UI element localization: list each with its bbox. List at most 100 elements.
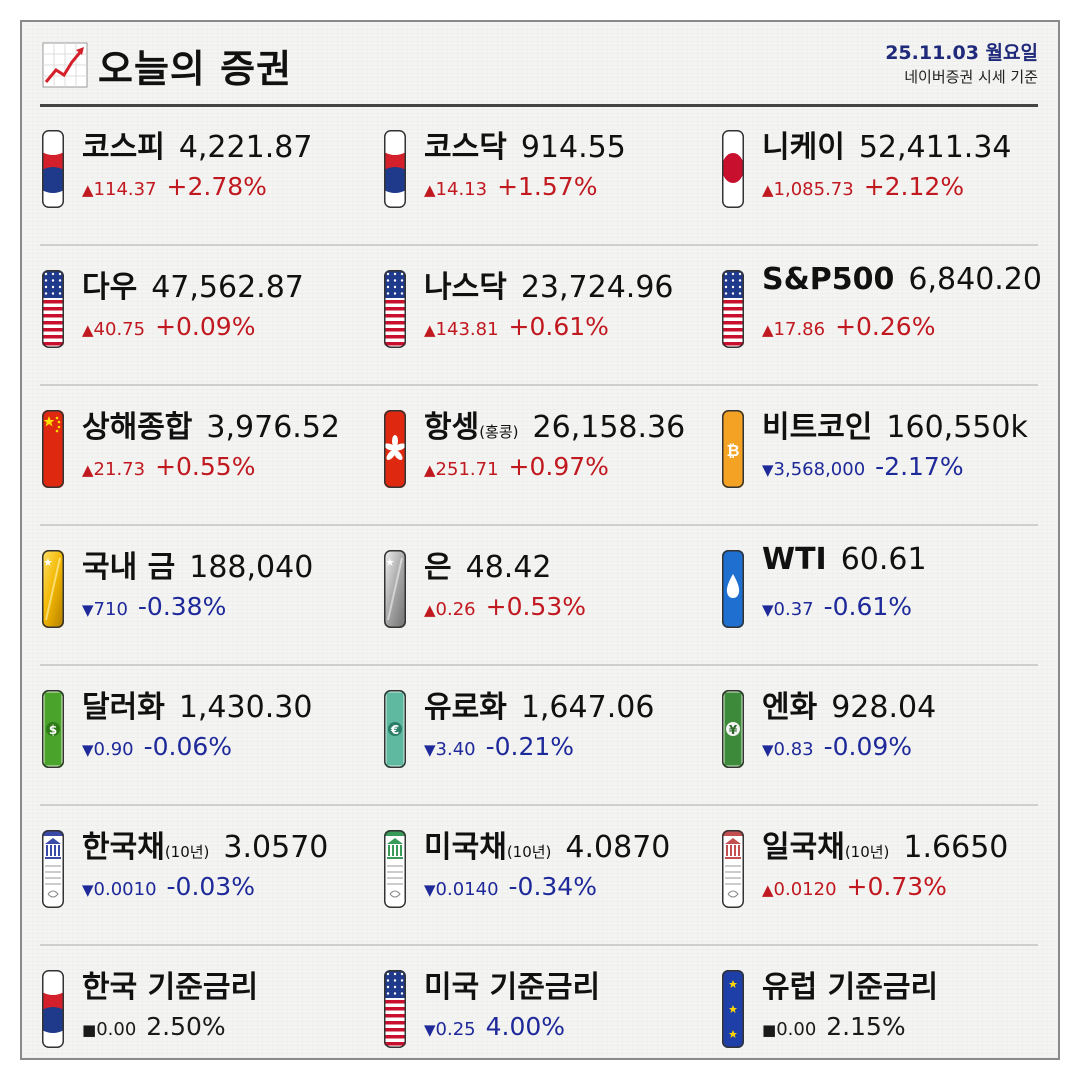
item-name-row: 코스피 4,221.87 [82, 122, 312, 166]
down-arrow-icon: ▼ [762, 741, 774, 759]
item-value: 160,550k [886, 410, 1028, 445]
source-label: 네이버증권 시세 기준 [904, 68, 1038, 86]
item-name-row: 엔화 928.04 [762, 682, 936, 726]
market-item: 니케이 52,411.34 ▲1,085.73 +2.12% [722, 114, 1062, 224]
item-name-row: 유럽 기준금리 [762, 962, 938, 1006]
item-value: 1,430.30 [178, 690, 313, 725]
market-item: 상해종합 3,976.52 ▲21.73 +0.55% [42, 394, 382, 504]
item-percent: +0.53% [485, 592, 586, 621]
market-item: $ 달러화 1,430.30 ▼0.90 -0.06% [42, 674, 382, 784]
item-value: 23,724.96 [520, 270, 674, 305]
item-name: 달러화 [82, 690, 165, 725]
down-arrow-icon: ▼ [82, 881, 94, 899]
item-change-row: ▲0.26 +0.53% [424, 592, 586, 621]
item-change: 0.0010 [93, 879, 157, 900]
item-percent: +0.73% [846, 872, 947, 901]
usa-flag-icon [42, 270, 64, 348]
svg-text:₿: ₿ [726, 441, 739, 460]
market-item: 한국 기준금리 ■0.00 2.50% [42, 954, 382, 1064]
item-change-row: ▼0.83 -0.09% [762, 732, 912, 761]
down-arrow-icon: ▼ [762, 601, 774, 619]
up-arrow-icon: ▲ [424, 461, 436, 479]
market-item: 은 48.42 ▲0.26 +0.53% [384, 534, 724, 644]
item-change-row: ▼3,568,000 -2.17% [762, 452, 964, 481]
up-arrow-icon: ▲ [82, 461, 94, 479]
item-change-row: ▼3.40 -0.21% [424, 732, 574, 761]
market-item: 나스닥 23,724.96 ▲143.81 +0.61% [384, 254, 724, 364]
row-divider [40, 244, 1038, 246]
bitcoin-icon: ₿ [722, 410, 744, 488]
item-name-row: 한국 기준금리 [82, 962, 258, 1006]
row-divider [40, 384, 1038, 386]
market-item: 미국 기준금리 ▼0.25 4.00% [384, 954, 724, 1064]
item-value: 188,040 [189, 550, 314, 585]
down-arrow-icon: ▼ [424, 1021, 436, 1039]
up-arrow-icon: ▲ [424, 601, 436, 619]
euro-bill-icon: € [384, 690, 406, 768]
item-name: 항셍 [424, 410, 480, 445]
item-name-row: WTI 60.61 [762, 542, 927, 577]
item-name-row: S&P500 6,840.20 [762, 262, 1042, 297]
item-change-row: ▼0.25 4.00% [424, 1012, 565, 1041]
item-change: 710 [93, 599, 128, 620]
item-name: 비트코인 [762, 410, 873, 445]
item-percent: 2.15% [826, 1012, 906, 1041]
down-arrow-icon: ▼ [82, 601, 94, 619]
header: 오늘의 증권 25.11.03 월요일 네이버증권 시세 기준 [22, 22, 1058, 102]
item-percent: -0.34% [508, 872, 597, 901]
usa-flag-icon [384, 270, 406, 348]
item-name-row: 달러화 1,430.30 [82, 682, 312, 726]
japan-flag-icon [722, 130, 744, 208]
item-change: 21.73 [93, 459, 146, 480]
market-item: ₿ 비트코인 160,550k ▼3,568,000 -2.17% [722, 394, 1062, 504]
item-name: 은 [424, 550, 452, 585]
square-icon: ■ [762, 1021, 777, 1039]
item-change-row: ▲17.86 +0.26% [762, 312, 935, 341]
item-change: 0.83 [773, 739, 814, 760]
item-value: 1.6650 [903, 830, 1009, 865]
item-change-row: ▼0.0140 -0.34% [424, 872, 597, 901]
market-item: 국내 금 188,040 ▼710 -0.38% [42, 534, 382, 644]
item-change-row: ▲40.75 +0.09% [82, 312, 255, 341]
item-change: 3.40 [435, 739, 476, 760]
item-value: 52,411.34 [858, 130, 1012, 165]
item-percent: -0.09% [823, 732, 913, 761]
item-name: 유로화 [424, 690, 507, 725]
silver-bar-icon [384, 550, 406, 628]
market-item: 미국채(10년) 4.0870 ▼0.0140 -0.34% [384, 814, 724, 924]
row-divider [40, 664, 1038, 666]
item-name: 미국 기준금리 [424, 970, 601, 1005]
market-item: 코스피 4,221.87 ▲114.37 +2.78% [42, 114, 382, 224]
yen-bill-icon: ¥ [722, 690, 744, 768]
item-change-row: ▲14.13 +1.57% [424, 172, 597, 201]
row-divider [40, 944, 1038, 946]
item-name: 나스닥 [424, 270, 507, 305]
item-value: 4,221.87 [178, 130, 313, 165]
item-percent: -0.06% [143, 732, 233, 761]
item-percent: 2.50% [146, 1012, 226, 1041]
item-change: 0.25 [435, 1019, 476, 1040]
item-change: 0.0120 [773, 879, 837, 900]
item-value: 6,840.20 [908, 262, 1042, 297]
market-item: S&P500 6,840.20 ▲17.86 +0.26% [722, 254, 1062, 364]
item-name-suffix: (10년) [844, 843, 890, 861]
item-percent: +2.78% [166, 172, 267, 201]
item-value: 48.42 [465, 550, 552, 585]
item-change: 17.86 [773, 319, 826, 340]
item-name: 유럽 기준금리 [762, 970, 939, 1005]
item-percent: +0.55% [155, 452, 256, 481]
up-arrow-icon: ▲ [424, 321, 436, 339]
item-value: 47,562.87 [151, 270, 304, 305]
item-name: WTI [762, 542, 827, 577]
down-arrow-icon: ▼ [82, 741, 94, 759]
down-arrow-icon: ▼ [424, 881, 436, 899]
item-name-row: 은 48.42 [424, 542, 552, 586]
item-change: 0.37 [773, 599, 814, 620]
item-percent: +0.09% [155, 312, 256, 341]
item-name-row: 항셍(홍콩) 26,158.36 [424, 402, 685, 446]
square-icon: ■ [82, 1021, 97, 1039]
market-item: € 유로화 1,647.06 ▼3.40 -0.21% [384, 674, 724, 784]
item-value: 3,976.52 [206, 410, 340, 445]
market-item: 유럽 기준금리 ■0.00 2.15% [722, 954, 1062, 1064]
hongkong-flag-icon [384, 410, 406, 488]
